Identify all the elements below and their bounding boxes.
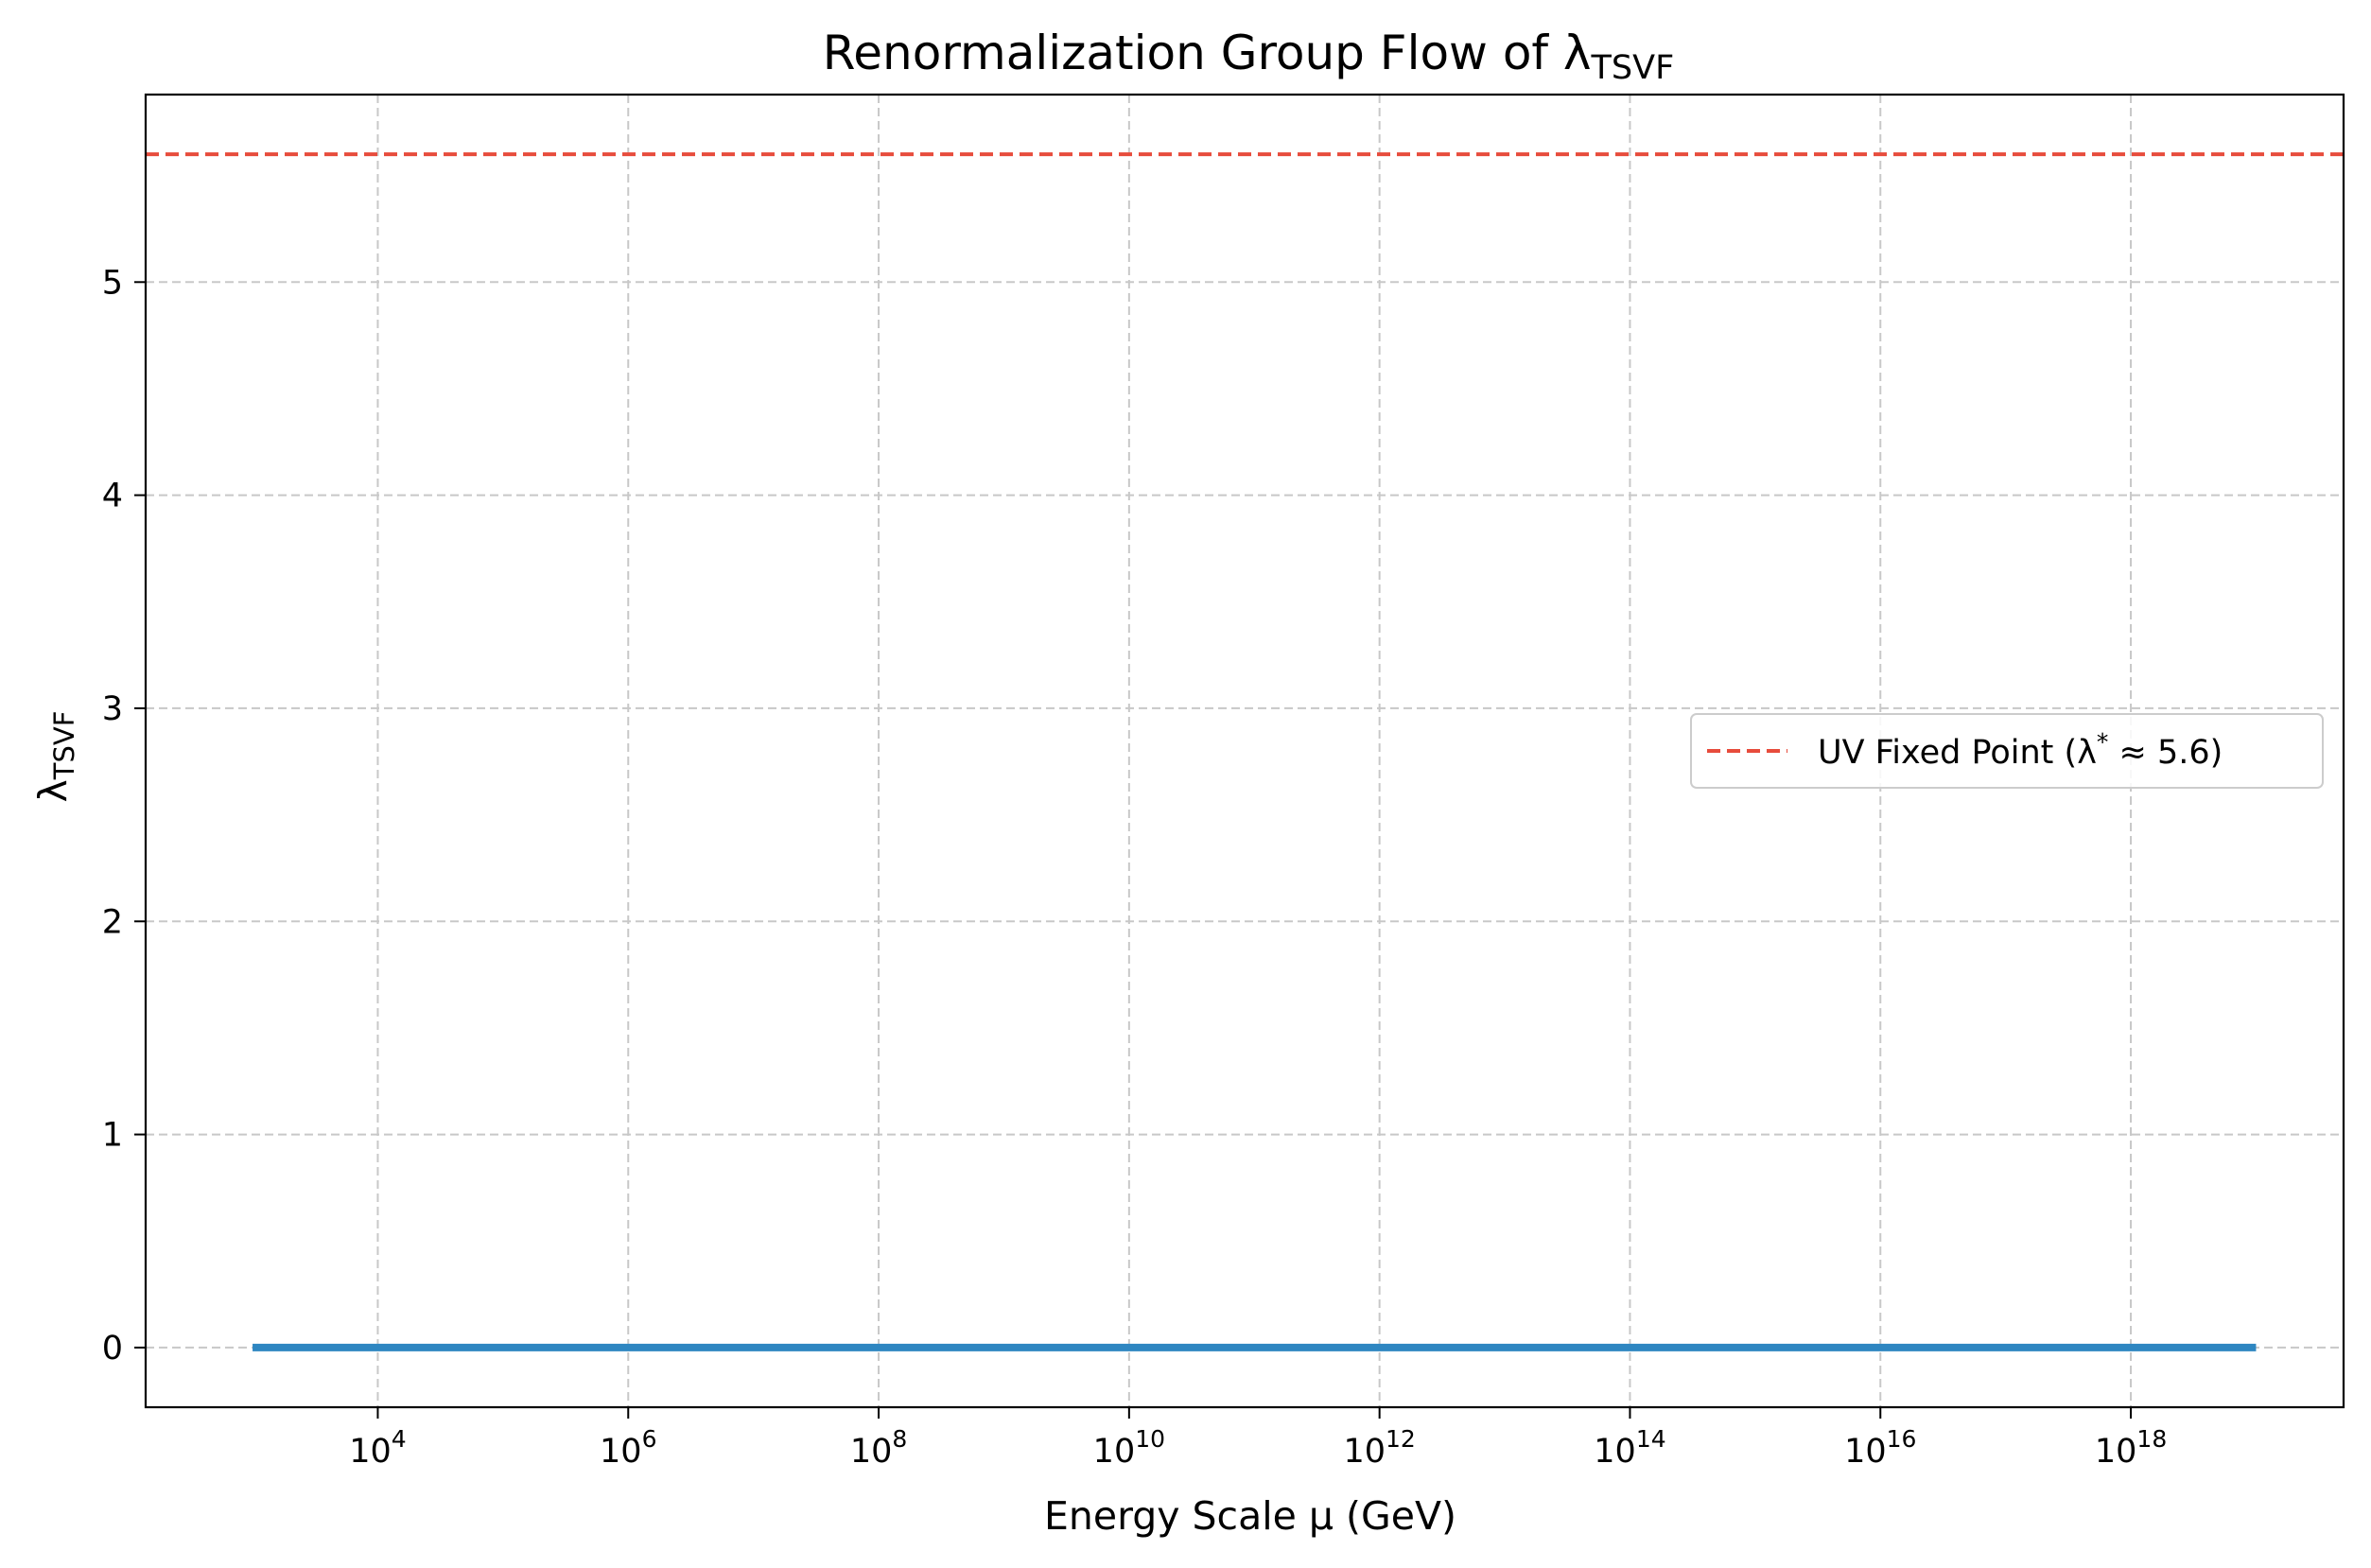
chart-title: Renormalization Group Flow of λTSVF <box>823 26 1674 87</box>
y-tick-label: 0 <box>102 1330 123 1368</box>
x-tick-label: 1018 <box>2095 1425 2167 1471</box>
x-axis-ticks: 104 106 108 1010 1012 1014 1016 1018 <box>349 1407 2167 1471</box>
plot-frame <box>144 93 2345 1409</box>
y-tick-label: 1 <box>102 1117 123 1155</box>
legend-label-uv-fixed-point: UV Fixed Point (λ* ≈ 5.6) <box>1818 728 2223 772</box>
y-tick-label: 4 <box>102 478 123 515</box>
x-tick-label: 106 <box>600 1425 656 1471</box>
legend-box <box>1690 713 2324 789</box>
x-tick-label: 104 <box>349 1425 406 1471</box>
x-tick-label: 1014 <box>1594 1425 1665 1471</box>
y-tick-label: 2 <box>102 903 123 941</box>
y-axis-ticks: 0 1 2 3 4 5 <box>102 264 146 1368</box>
y-tick-label: 5 <box>102 264 123 302</box>
legend: UV Fixed Point (λ* ≈ 5.6) <box>1690 713 2324 789</box>
x-tick-label: 108 <box>850 1425 907 1471</box>
y-tick-label: 3 <box>102 690 123 728</box>
y-axis-title: λTSVF <box>30 711 80 803</box>
x-tick-label: 1016 <box>1844 1425 1916 1471</box>
x-tick-label: 1012 <box>1343 1425 1415 1471</box>
x-tick-label: 1010 <box>1093 1425 1165 1471</box>
x-axis-title: Energy Scale μ (GeV) <box>1044 1493 1456 1539</box>
plot-series <box>146 152 2344 1351</box>
